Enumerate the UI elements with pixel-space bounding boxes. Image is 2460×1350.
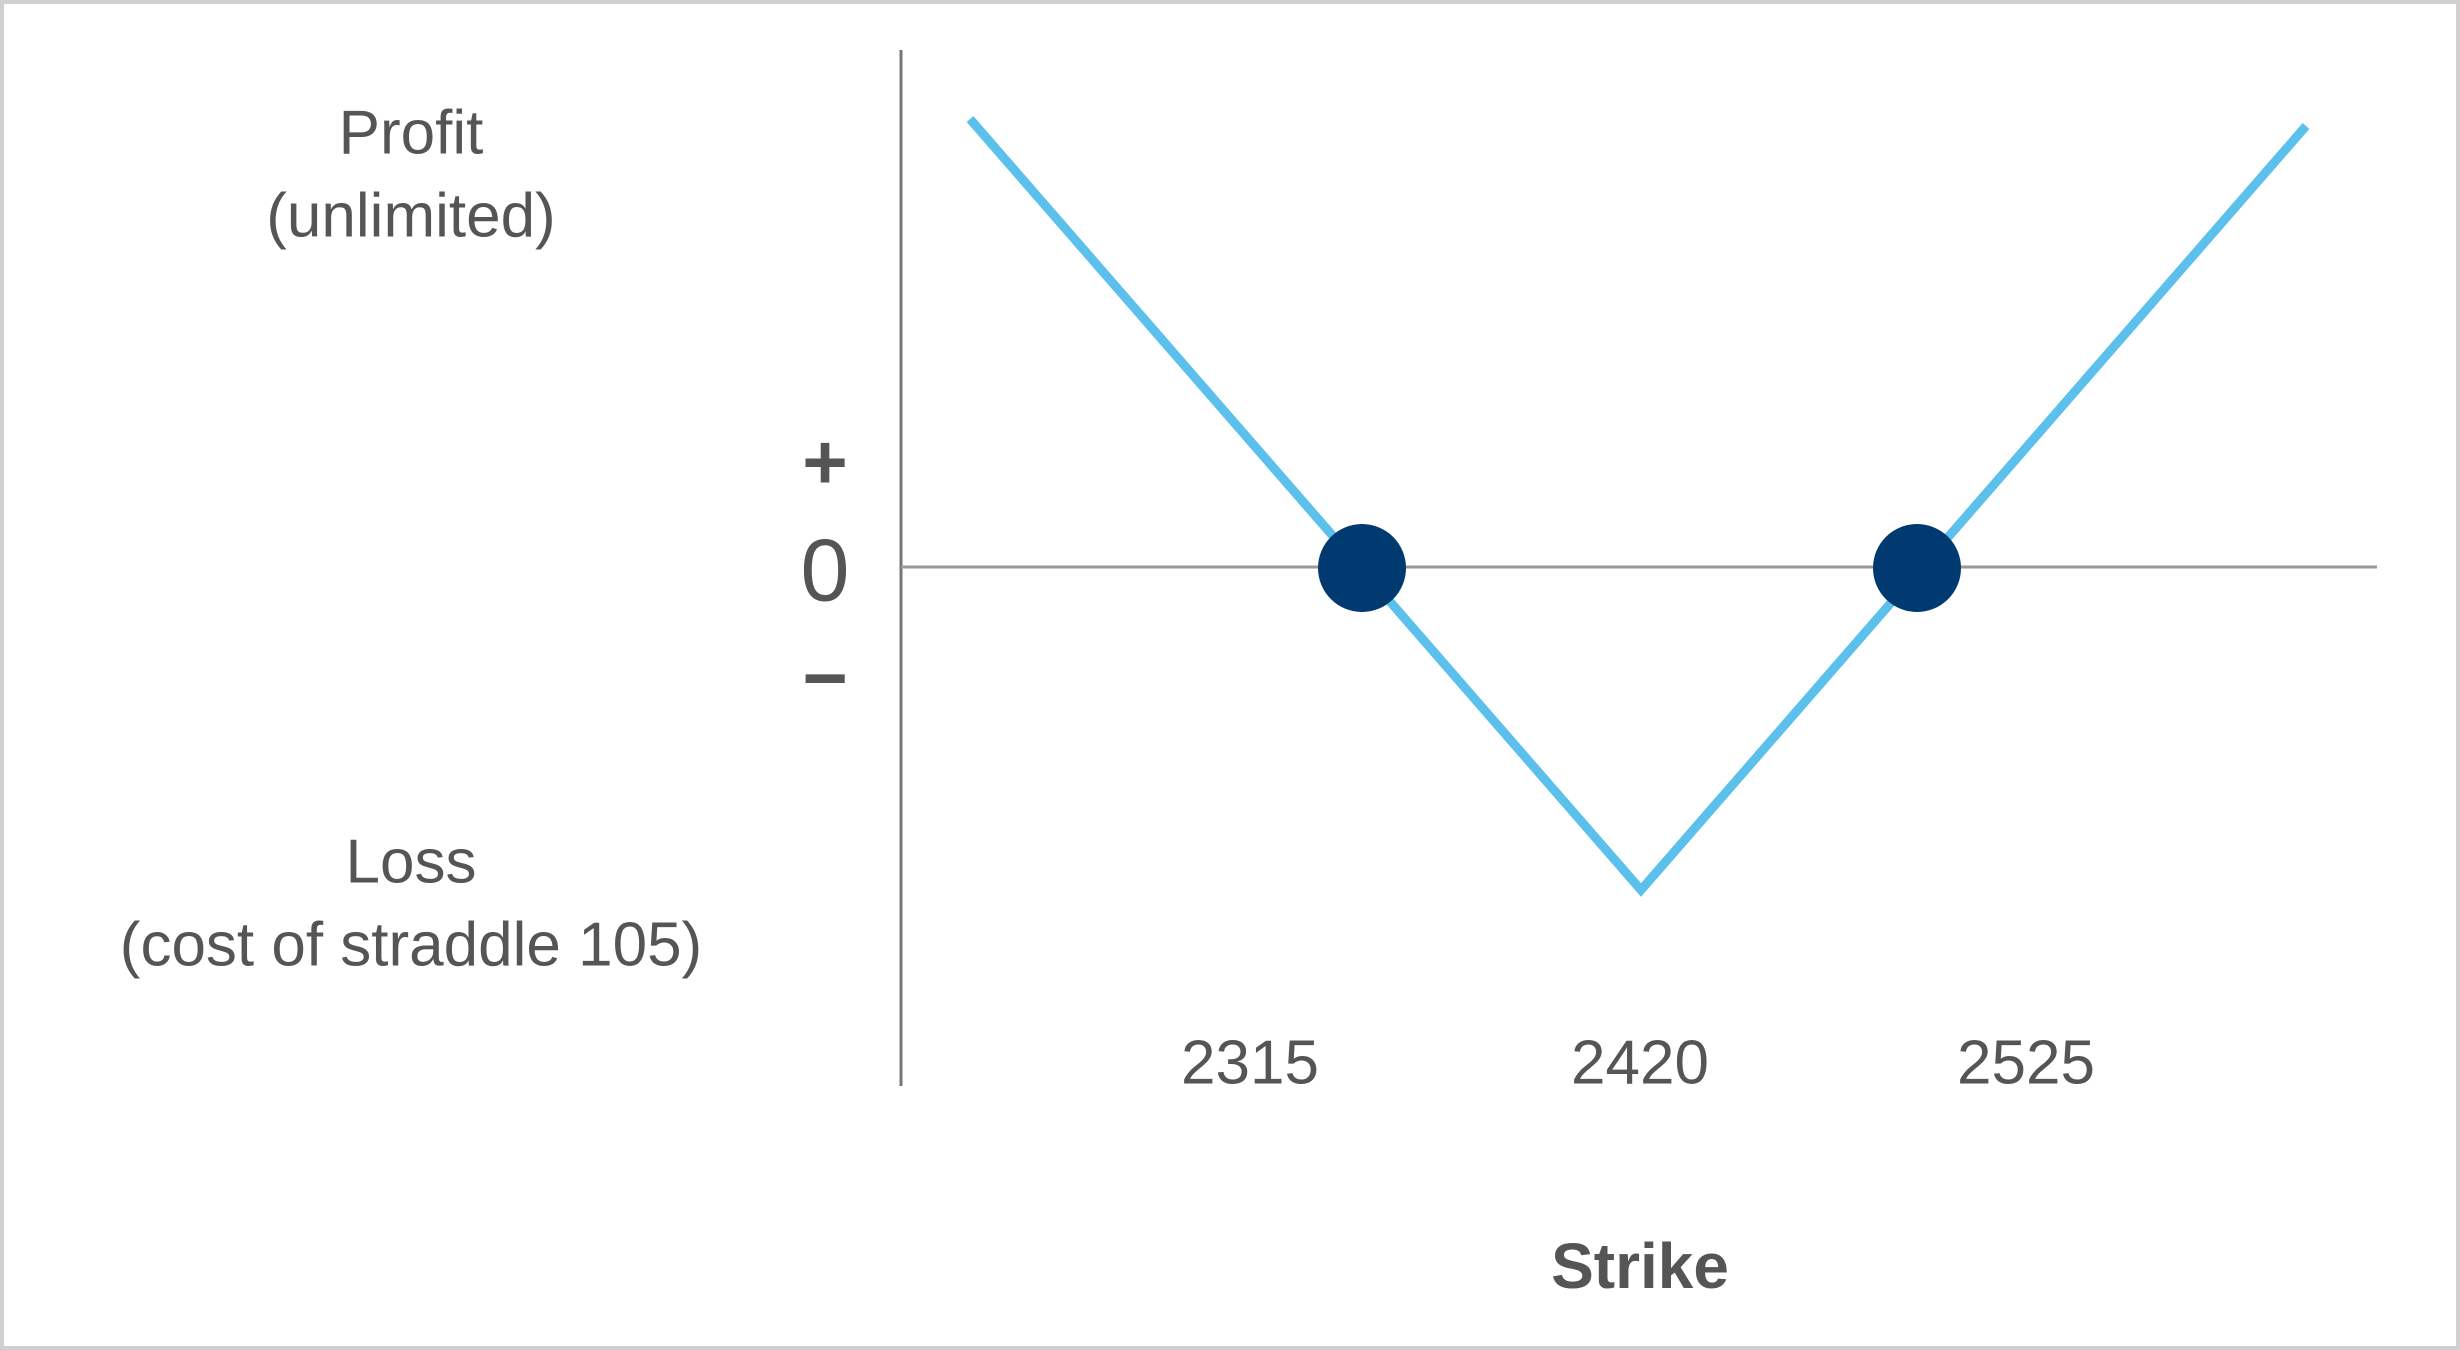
breakeven-dot (1873, 524, 1961, 612)
x-label: 2315 (1181, 1028, 1319, 1097)
x-label: 2525 (1957, 1028, 2095, 1097)
x-label: 2420 (1571, 1028, 1709, 1097)
minus-sign: − (802, 634, 848, 722)
loss-note: (cost of straddle 105) (120, 910, 702, 979)
payoff-line (966, 116, 2310, 897)
zero-label: 0 (801, 520, 850, 619)
profit-note: (unlimited) (266, 181, 555, 250)
profit-label: Profit (339, 98, 484, 167)
plus-sign: + (802, 418, 848, 506)
x-axis-title: Strike (1551, 1230, 1729, 1302)
loss-label: Loss (346, 827, 477, 896)
breakeven-dot (1318, 524, 1406, 612)
